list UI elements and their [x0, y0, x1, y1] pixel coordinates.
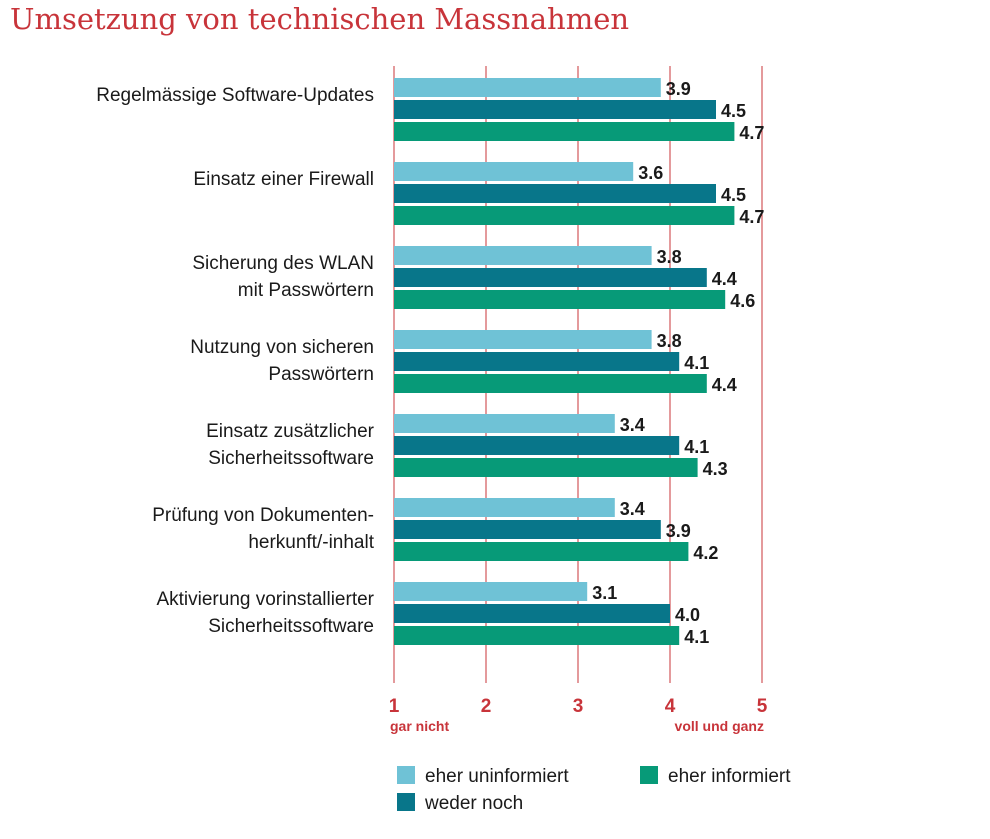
value-label: 4.4	[712, 269, 737, 289]
bar	[394, 162, 634, 181]
value-label: 4.2	[693, 543, 718, 563]
category-label: herkunft/-inhalt	[248, 532, 374, 553]
legend-swatch	[397, 766, 415, 784]
category-label: Aktivierung vorinstallierter	[156, 589, 374, 610]
chart-title: Umsetzung von technischen Massnahmen	[10, 2, 630, 36]
category-label: Sicherheitssoftware	[208, 448, 374, 469]
value-label: 4.4	[712, 375, 737, 395]
value-label: 3.1	[592, 583, 617, 603]
category-label: Passwörtern	[268, 364, 374, 385]
value-label: 4.1	[684, 353, 709, 373]
bars	[394, 78, 735, 645]
x-tick-label: 5	[757, 696, 768, 717]
value-label: 4.7	[739, 123, 764, 143]
bar	[394, 604, 670, 623]
value-label: 4.6	[730, 291, 755, 311]
category-label: Sicherheitssoftware	[208, 616, 374, 637]
bar	[394, 352, 680, 371]
x-tick-label: 4	[665, 696, 676, 717]
legend-label: eher uninformiert	[425, 766, 569, 787]
legend-swatch	[397, 793, 415, 811]
bar	[394, 206, 735, 225]
bar	[394, 100, 716, 119]
legend-label: weder noch	[424, 793, 523, 814]
category-label: Nutzung von sicheren	[190, 337, 374, 358]
value-label: 4.5	[721, 185, 746, 205]
bar	[394, 268, 707, 287]
category-label: Einsatz zusätzlicher	[206, 421, 375, 442]
bar	[394, 582, 588, 601]
value-label: 4.7	[739, 207, 764, 227]
bar	[394, 330, 652, 349]
category-label: Prüfung von Dokumenten-	[152, 505, 374, 526]
x-tick-label: 2	[481, 696, 492, 717]
value-label: 3.8	[657, 247, 682, 267]
bar	[394, 542, 689, 561]
x-axis: 1 2 3 4 5 gar nicht voll und ganz	[389, 696, 768, 734]
value-label: 3.4	[620, 499, 645, 519]
bar	[394, 290, 726, 309]
category-label: mit Passwörtern	[238, 280, 374, 301]
x-tick-label: 3	[573, 696, 584, 717]
x-anchor-high-label: voll und ganz	[675, 718, 764, 734]
bar	[394, 78, 661, 97]
bar	[394, 458, 698, 477]
value-label: 3.4	[620, 415, 645, 435]
bar	[394, 184, 716, 203]
category-labels: Regelmässige Software-Updates Einsatz ein…	[96, 85, 374, 637]
category-label: Einsatz einer Firewall	[193, 169, 374, 190]
value-label: 3.6	[638, 163, 663, 183]
value-label: 4.1	[684, 627, 709, 647]
bar	[394, 374, 707, 393]
bar	[394, 626, 680, 645]
value-label: 3.9	[666, 79, 691, 99]
bar	[394, 498, 615, 517]
x-tick-label: 1	[389, 696, 400, 717]
value-label: 3.8	[657, 331, 682, 351]
category-label: Sicherung des WLAN	[192, 253, 374, 274]
category-label: Regelmässige Software-Updates	[96, 85, 374, 106]
legend: eher uninformiert eher informiert weder no…	[397, 766, 791, 814]
x-anchor-low-label: gar nicht	[390, 718, 449, 734]
value-label: 3.9	[666, 521, 691, 541]
bar	[394, 520, 661, 539]
bar	[394, 246, 652, 265]
value-label: 4.5	[721, 101, 746, 121]
legend-label: eher informiert	[668, 766, 791, 787]
value-label: 4.3	[703, 459, 728, 479]
legend-swatch	[640, 766, 658, 784]
value-labels: 3.94.54.73.64.54.73.84.44.63.84.14.43.44…	[592, 79, 764, 647]
bar	[394, 436, 680, 455]
bar	[394, 122, 735, 141]
value-label: 4.1	[684, 437, 709, 457]
value-label: 4.0	[675, 605, 700, 625]
bar	[394, 414, 615, 433]
